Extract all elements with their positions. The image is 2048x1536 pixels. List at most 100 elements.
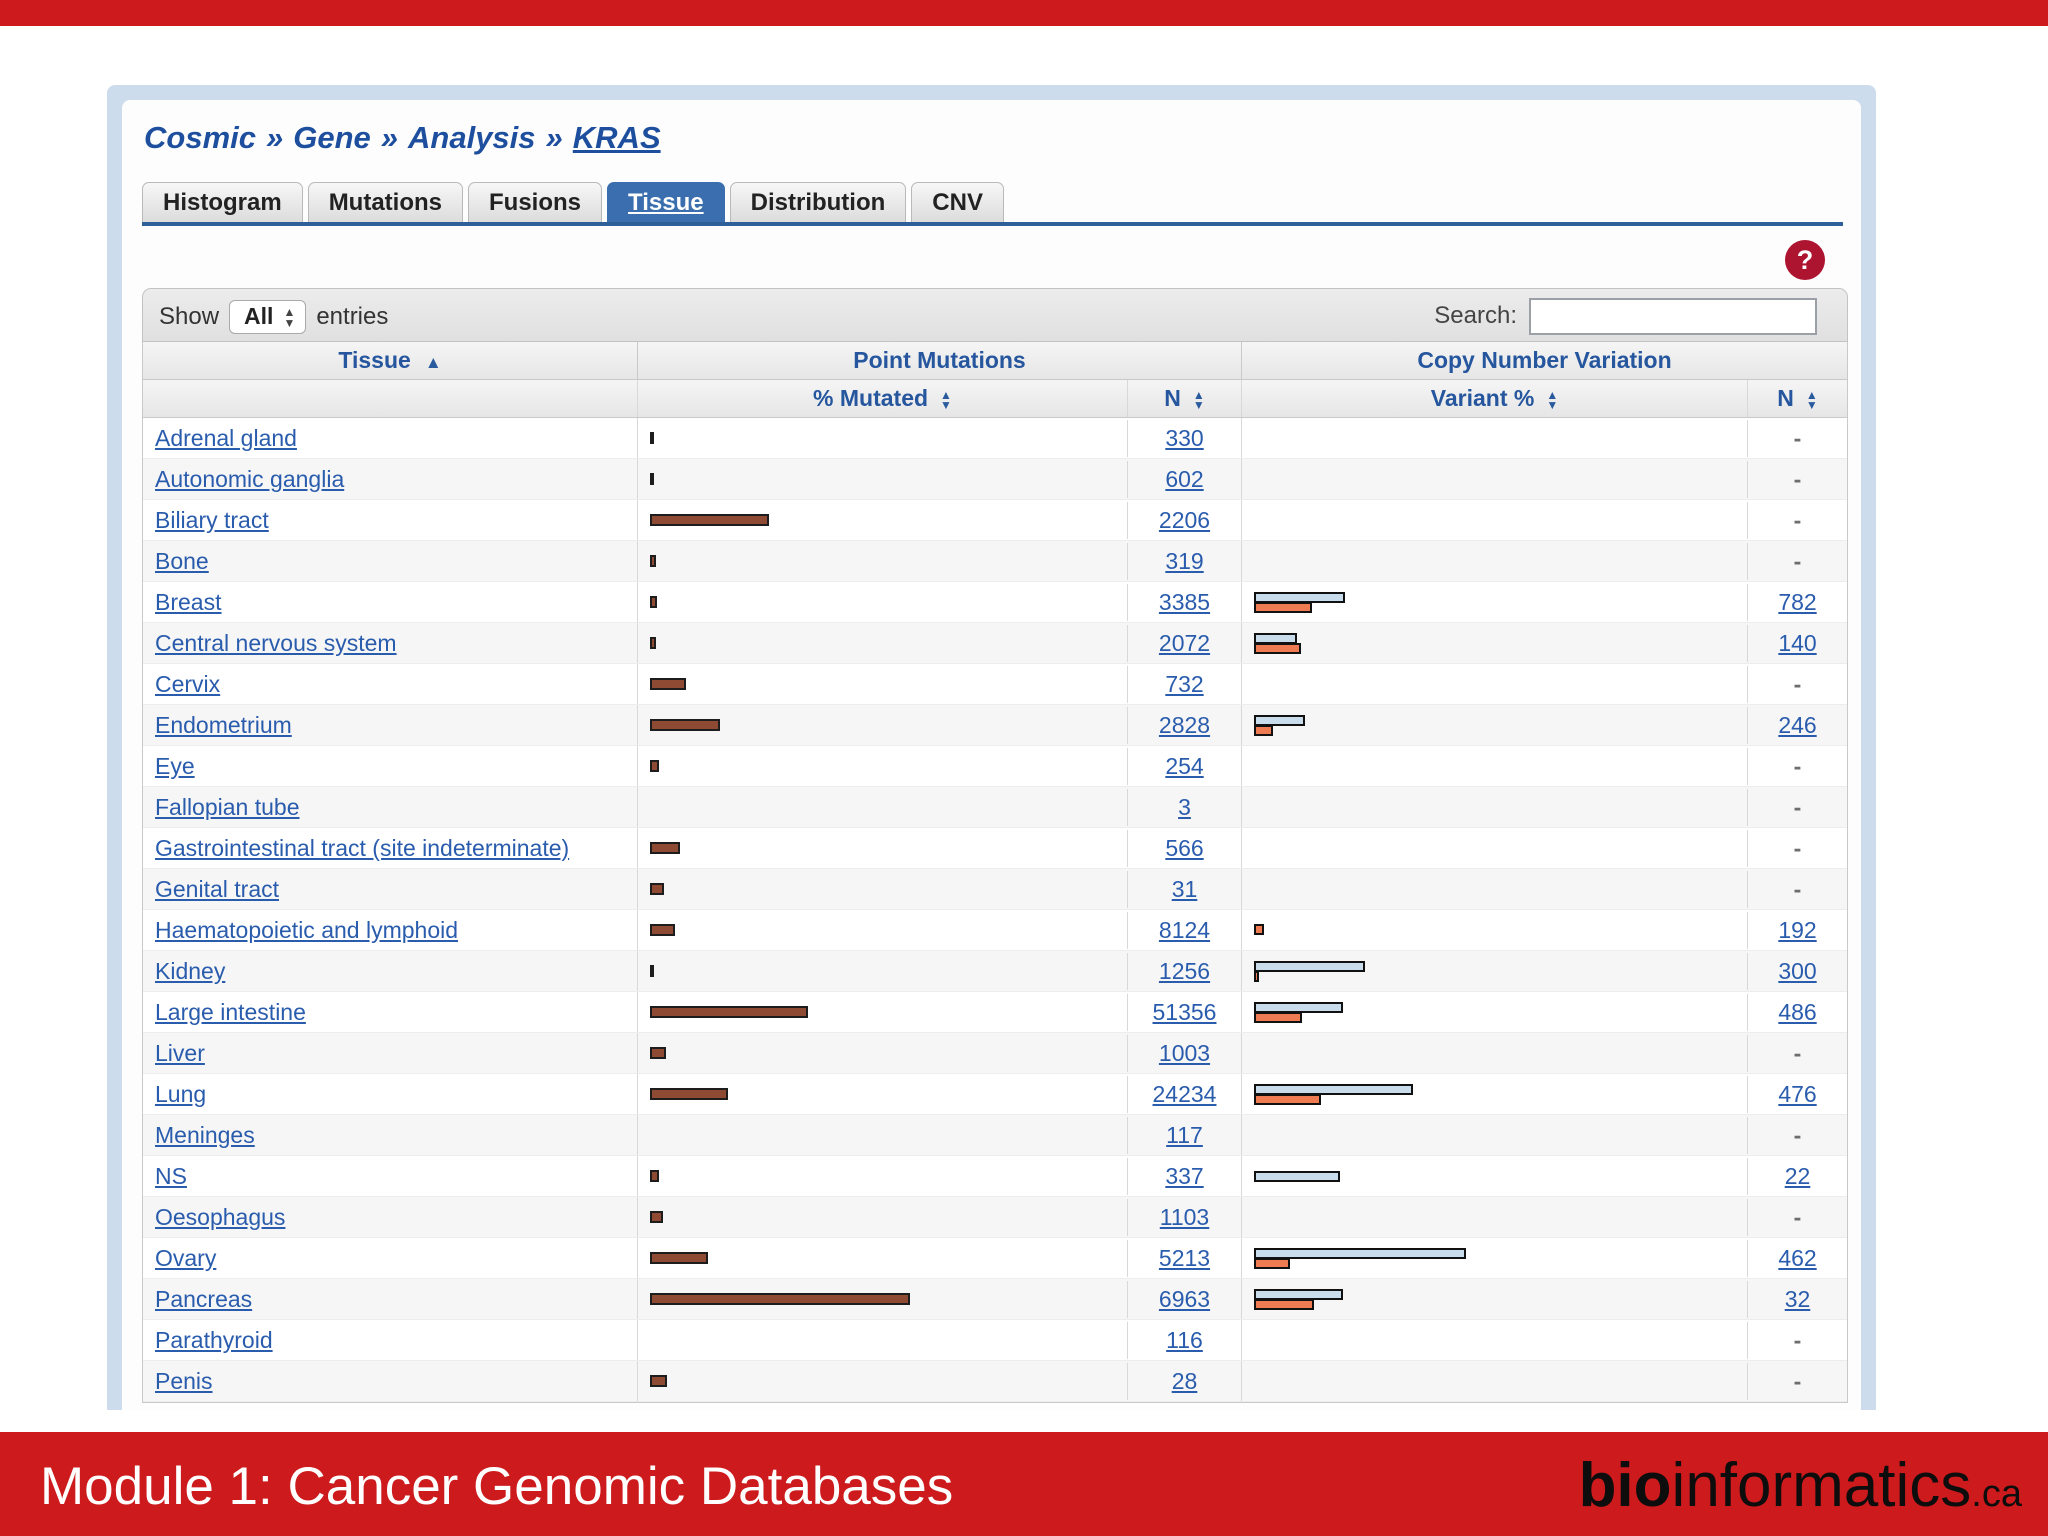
tissue-link[interactable]: NS xyxy=(155,1162,187,1189)
tissue-link[interactable]: Genital tract xyxy=(155,875,279,902)
tab-distribution[interactable]: Distribution xyxy=(729,182,907,222)
tab-cnv[interactable]: CNV xyxy=(911,182,1004,222)
tab-mutations[interactable]: Mutations xyxy=(307,182,464,222)
point-mutation-count-link[interactable]: 2072 xyxy=(1158,629,1211,656)
table-row: Liver 1003 - xyxy=(143,1033,1847,1074)
tissue-link[interactable]: Adrenal gland xyxy=(155,424,297,451)
point-mutation-count-link[interactable]: 566 xyxy=(1165,834,1204,861)
table-row: Kidney 1256 300 xyxy=(143,951,1847,992)
point-mutation-count-link[interactable]: 1256 xyxy=(1158,957,1211,984)
tab-histogram[interactable]: Histogram xyxy=(142,182,303,222)
tissue-link[interactable]: Biliary tract xyxy=(155,506,269,533)
breadcrumb-gene[interactable]: Gene xyxy=(293,120,371,155)
cnv-count-link[interactable]: 32 xyxy=(1784,1285,1811,1312)
cnv-count-link[interactable]: 462 xyxy=(1778,1244,1817,1271)
point-mutation-count-link[interactable]: 602 xyxy=(1165,465,1204,492)
tissue-link[interactable]: Bone xyxy=(155,547,209,574)
cnv-count-empty: - xyxy=(1793,1121,1802,1148)
cnv-gain-bar xyxy=(1254,1247,1466,1259)
cnv-count-link[interactable]: 246 xyxy=(1778,711,1817,738)
tissue-link[interactable]: Endometrium xyxy=(155,711,292,738)
cnv-count-link[interactable]: 782 xyxy=(1778,588,1817,615)
tissue-link[interactable]: Large intestine xyxy=(155,998,306,1025)
table-row: Ovary 5213 462 xyxy=(143,1238,1847,1279)
column-header-pct-mutated[interactable]: % Mutated ▲ ▼ xyxy=(637,380,1127,417)
show-entries-select[interactable]: All ▲ ▼ xyxy=(229,300,307,334)
point-mutation-count-link[interactable]: 6963 xyxy=(1158,1285,1211,1312)
point-mutation-count-link[interactable]: 337 xyxy=(1165,1162,1204,1189)
tissue-link[interactable]: Parathyroid xyxy=(155,1326,273,1353)
tissue-table: Tissue ▲ Point Mutations Copy Number Vari… xyxy=(142,342,1848,1403)
sort-asc-icon: ▲ xyxy=(424,353,442,372)
tissue-link[interactable]: Meninges xyxy=(155,1121,255,1148)
point-mutation-count-link[interactable]: 2206 xyxy=(1158,506,1211,533)
table-row: Fallopian tube 3 - xyxy=(143,787,1847,828)
tissue-link[interactable]: Kidney xyxy=(155,957,226,984)
tissue-link[interactable]: Liver xyxy=(155,1039,205,1066)
help-row: ? xyxy=(142,226,1843,288)
point-mutation-count-link[interactable]: 1103 xyxy=(1159,1203,1210,1230)
slide-title: Module 1: Cancer Genomic Databases xyxy=(40,1457,954,1516)
tissue-link[interactable]: Ovary xyxy=(155,1244,217,1271)
tab-tissue[interactable]: Tissue xyxy=(607,182,725,222)
cnv-loss-bar xyxy=(1254,1257,1291,1269)
point-mutation-count-link[interactable]: 5213 xyxy=(1158,1244,1211,1271)
breadcrumb-analysis[interactable]: Analysis xyxy=(408,120,536,155)
breadcrumb-cosmic[interactable]: Cosmic xyxy=(144,120,256,155)
point-mutation-count-link[interactable]: 1003 xyxy=(1158,1039,1211,1066)
point-mutation-bar xyxy=(650,1252,708,1264)
tab-fusions[interactable]: Fusions xyxy=(468,182,603,222)
search-input[interactable] xyxy=(1529,298,1817,335)
column-header-n-cnv[interactable]: N ▲ ▼ xyxy=(1747,380,1847,417)
tissue-link[interactable]: Oesophagus xyxy=(155,1203,286,1230)
tissue-link[interactable]: Eye xyxy=(155,752,195,779)
tissue-link[interactable]: Autonomic ganglia xyxy=(155,465,345,492)
tissue-link[interactable]: Central nervous system xyxy=(155,629,397,656)
tissue-link[interactable]: Penis xyxy=(155,1367,213,1394)
cnv-count-link[interactable]: 22 xyxy=(1784,1162,1811,1189)
bioinformatics-ca-logo: bioinformatics.ca xyxy=(1578,1451,2022,1520)
point-mutation-count-link[interactable]: 3 xyxy=(1178,793,1191,820)
point-mutation-count-link[interactable]: 28 xyxy=(1171,1367,1198,1394)
point-mutation-count-link[interactable]: 330 xyxy=(1165,424,1204,451)
cnv-count-link[interactable]: 192 xyxy=(1778,916,1817,943)
breadcrumb-kras[interactable]: KRAS xyxy=(572,120,661,155)
tab-label: CNV xyxy=(932,189,983,216)
column-header-tissue[interactable]: Tissue ▲ xyxy=(338,347,442,373)
point-mutation-count-link[interactable]: 31 xyxy=(1171,875,1198,902)
tissue-link[interactable]: Lung xyxy=(155,1080,207,1107)
tissue-link[interactable]: Haematopoietic and lymphoid xyxy=(155,916,459,943)
tissue-link[interactable]: Fallopian tube xyxy=(155,793,300,820)
point-mutation-count-link[interactable]: 732 xyxy=(1165,670,1204,697)
cnv-count-link[interactable]: 140 xyxy=(1778,629,1817,656)
table-body: Adrenal gland 330 - Autonomic ganglia 60… xyxy=(143,418,1847,1402)
cnv-count-empty: - xyxy=(1793,1367,1802,1394)
point-mutation-bar xyxy=(650,965,655,977)
point-mutation-count-link[interactable]: 3385 xyxy=(1158,588,1211,615)
table-row: Lung 24234 476 xyxy=(143,1074,1847,1115)
table-row: Genital tract 31 - xyxy=(143,869,1847,910)
cnv-count-link[interactable]: 486 xyxy=(1778,998,1817,1025)
point-mutation-count-link[interactable]: 116 xyxy=(1166,1326,1203,1353)
cnv-gain-bar xyxy=(1254,1083,1413,1095)
point-mutation-count-link[interactable]: 117 xyxy=(1166,1121,1203,1148)
point-mutation-count-link[interactable]: 254 xyxy=(1165,752,1204,779)
point-mutation-count-link[interactable]: 8124 xyxy=(1158,916,1211,943)
column-header-variant-pct[interactable]: Variant % ▲ ▼ xyxy=(1241,380,1747,417)
cnv-count-link[interactable]: 300 xyxy=(1778,957,1817,984)
cnv-count-empty: - xyxy=(1793,1039,1802,1066)
table-row: Gastrointestinal tract (site indetermina… xyxy=(143,828,1847,869)
point-mutation-bar xyxy=(650,1088,729,1100)
point-mutation-count-link[interactable]: 319 xyxy=(1165,547,1204,574)
point-mutation-count-link[interactable]: 24234 xyxy=(1152,1080,1217,1107)
tissue-link[interactable]: Cervix xyxy=(155,670,221,697)
cnv-count-link[interactable]: 476 xyxy=(1778,1080,1817,1107)
help-icon[interactable]: ? xyxy=(1785,240,1825,280)
tissue-link[interactable]: Breast xyxy=(155,588,222,615)
point-mutation-bar xyxy=(650,842,681,854)
tissue-link[interactable]: Pancreas xyxy=(155,1285,253,1312)
point-mutation-count-link[interactable]: 51356 xyxy=(1152,998,1217,1025)
point-mutation-count-link[interactable]: 2828 xyxy=(1158,711,1211,738)
tissue-link[interactable]: Gastrointestinal tract (site indetermina… xyxy=(155,834,570,861)
column-header-n-point-mutations[interactable]: N ▲ ▼ xyxy=(1127,380,1241,417)
